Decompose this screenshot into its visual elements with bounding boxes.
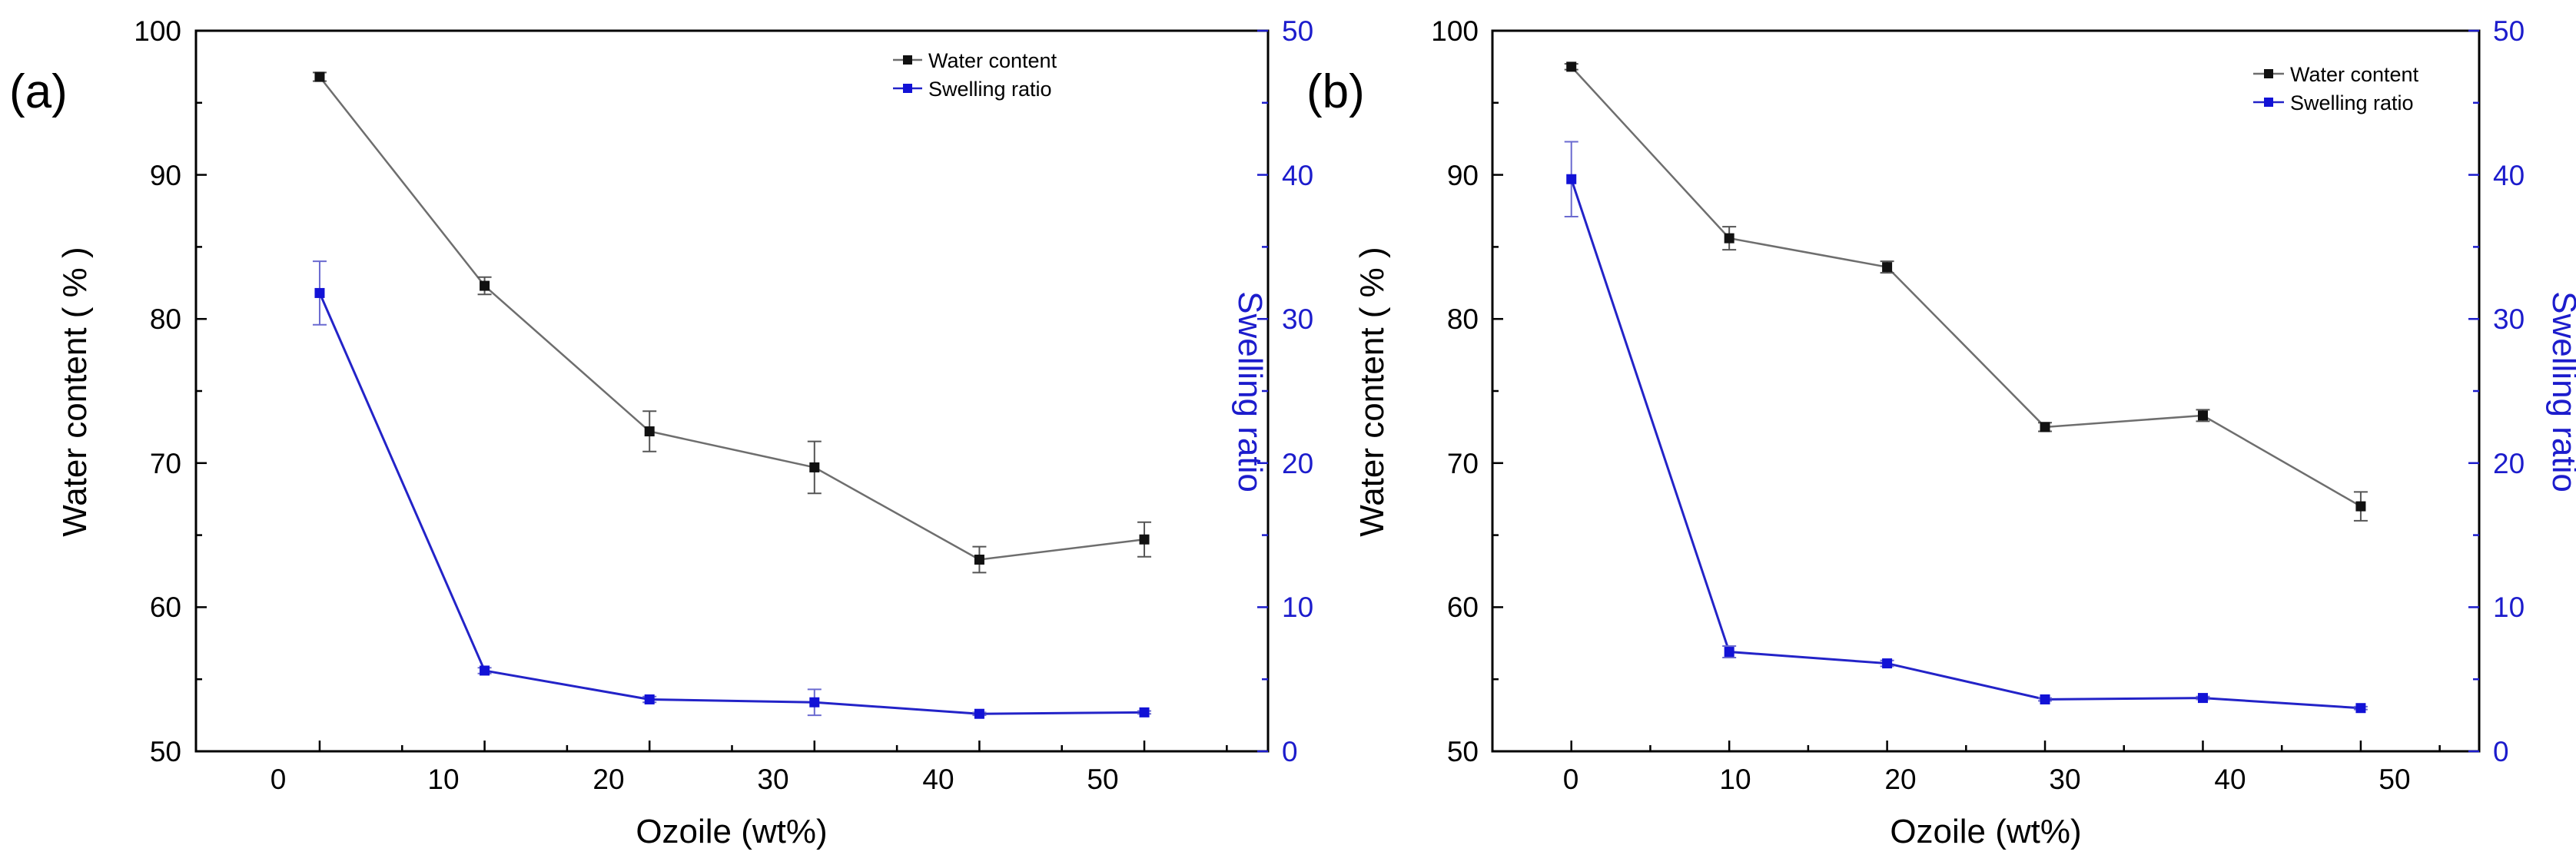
swelling-ratio-point [1724,647,1734,658]
water-content-point [314,71,325,82]
panel-a-x-tick-label: 40 [922,764,954,795]
water-content-point [809,462,820,472]
water-content-line [1570,66,2362,508]
panel-b-x-tick-label: 10 [1719,764,1751,795]
panel-b-y2-axis-title: Swelling ratio [2545,291,2576,492]
panel-b-y-tick-label: 70 [1447,448,1479,479]
legend-label-water-content: Water content [2290,63,2419,86]
swelling-ratio-point [2040,694,2050,704]
swelling-ratio-point [2197,693,2208,704]
legend-marker-swelling-ratio [903,84,912,93]
panel-b: (b) 50 60 70 80 90 100 0 10 20 30 40 50 … [1306,15,2576,850]
panel-b-x-tick-label: 50 [2378,764,2410,795]
panel-a-x-axis-title: Ozoile (wt%) [636,813,827,850]
panel-b-y2-tick-label: 50 [2493,15,2525,47]
swelling-ratio-point [809,697,820,708]
panel-a-y2-tick-label: 0 [1282,736,1298,767]
panel-a-y-tick-label: 100 [134,15,181,47]
swelling-ratio-point [1566,174,1577,184]
swelling-ratio-line [1570,178,2362,710]
panel-a-x-tick-label: 10 [427,764,459,795]
panel-a-y-tick-label: 60 [150,592,181,623]
panel-b-y-tick-label: 80 [1447,303,1479,335]
panel-b-y2-tick-label: 30 [2493,303,2525,335]
panel-a-label: (a) [9,65,68,118]
panel-a-y-axis-title: Water content ( % ) [56,247,94,536]
water-content-point [644,426,655,437]
panel-a-y2-tick-label: 50 [1282,15,1313,47]
swelling-ratio-point [644,694,655,704]
legend-label-swelling-ratio: Swelling ratio [928,78,1052,101]
water-content-point [1139,534,1150,545]
panel-a-water-content-series [312,71,1152,574]
panel-b-y2-tick-label: 0 [2493,736,2509,767]
water-content-line [318,76,1145,561]
panel-b-y-tick-label: 90 [1447,160,1479,191]
swelling-ratio-point [974,708,984,719]
legend-label-water-content: Water content [928,49,1057,72]
panel-a-y-tick-label: 50 [150,736,181,767]
panel-a-y-tick-label: 80 [150,303,181,335]
panel-a-left-ticks [196,29,207,753]
panel-b-y2-tick-label: 20 [2493,448,2525,479]
panel-a-x-tick-label: 0 [271,764,287,795]
panel-b-x-tick-label: 20 [1884,764,1916,795]
panel-b-left-ticks [1492,29,1503,753]
water-content-point [2197,410,2208,421]
panel-a-y-tick-label: 70 [150,448,181,479]
legend-marker-swelling-ratio [2264,98,2273,107]
panel-b-x-ticks [1570,741,2441,751]
panel-b-plot-frame [1491,29,2481,753]
panel-b-swelling-ratio-series [1564,141,2368,714]
panel-a-y2-tick-label: 30 [1282,303,1313,335]
panel-b-x-axis-title: Ozoile (wt%) [1890,813,2081,850]
panel-a-y-tick-label: 90 [150,160,181,191]
panel-a-y2-axis-title: Swelling ratio [1231,291,1269,492]
panel-a-swelling-ratio-series [312,260,1152,719]
water-content-point [2040,422,2050,432]
panel-a: (a) 50 60 70 80 90 100 0 10 20 30 40 50 … [9,15,1313,850]
panel-b-y2-tick-label: 40 [2493,160,2525,191]
panel-b-x-tick-label: 40 [2214,764,2246,795]
legend-label-swelling-ratio: Swelling ratio [2290,91,2414,114]
water-content-point [480,280,490,291]
water-content-point [2355,501,2366,512]
panel-a-x-tick-label: 20 [593,764,624,795]
panel-b-label: (b) [1306,65,1365,118]
panel-b-water-content-series [1564,61,2368,522]
panel-b-legend: Water content Swelling ratio [2253,63,2419,114]
panel-a-y2-tick-label: 10 [1282,592,1313,623]
water-content-point [1882,262,1893,273]
water-content-point [1566,61,1577,72]
water-content-point [1724,233,1734,244]
panel-b-y-axis-title: Water content ( % ) [1353,247,1391,536]
legend-marker-water-content [903,55,912,65]
panel-b-x-tick-label: 0 [1563,764,1579,795]
panel-b-y-tick-label: 60 [1447,592,1479,623]
panel-a-x-tick-label: 30 [757,764,788,795]
swelling-ratio-point [480,665,490,676]
panel-b-y2-tick-label: 10 [2493,592,2525,623]
swelling-ratio-point [314,287,325,298]
panel-a-plot-frame [194,29,1270,753]
panel-a-legend: Water content Swelling ratio [893,49,1057,101]
legend-marker-water-content [2264,69,2273,78]
panel-a-y2-tick-label: 40 [1282,160,1313,191]
panel-a-right-ticks [1257,29,1268,753]
panel-b-y-tick-label: 100 [1431,15,1479,47]
panel-b-right-ticks [2468,29,2479,753]
panel-b-y-tick-label: 50 [1447,736,1479,767]
panel-a-x-tick-label: 50 [1087,764,1118,795]
panel-a-y2-tick-label: 20 [1282,448,1313,479]
swelling-ratio-point [2355,703,2366,714]
swelling-ratio-point [1882,658,1893,669]
swelling-ratio-line [318,292,1145,715]
water-content-point [974,554,984,565]
swelling-ratio-point [1139,707,1150,717]
panel-a-x-ticks [318,741,1228,751]
panel-b-x-tick-label: 30 [2049,764,2080,795]
